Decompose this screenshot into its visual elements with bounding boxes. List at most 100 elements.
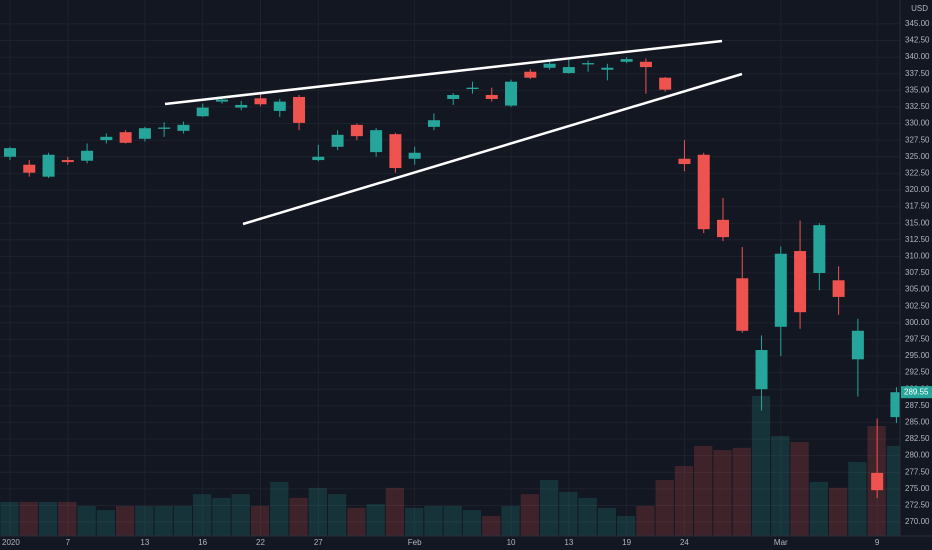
candle-body <box>524 71 537 78</box>
candle-body <box>755 350 768 390</box>
x-tick-label: 9 <box>875 538 880 547</box>
y-tick-label: 300.00 <box>905 318 930 327</box>
x-tick-label: 2020 <box>2 538 20 547</box>
volume-bar <box>347 507 366 536</box>
candles <box>4 57 903 499</box>
candle-body <box>620 59 633 62</box>
x-tick-label: 19 <box>622 538 631 547</box>
y-tick-label: 292.50 <box>905 368 930 377</box>
candle-body <box>774 253 787 327</box>
candle-body <box>350 124 363 137</box>
y-tick-label: 312.50 <box>905 235 930 244</box>
volume-bar <box>250 506 270 536</box>
volume-bar <box>501 506 520 536</box>
x-tick-label: Mar <box>774 538 788 547</box>
volume-bar <box>38 501 58 536</box>
y-tick-label: 317.50 <box>905 202 930 211</box>
candle-body <box>61 160 74 163</box>
candle-body <box>235 104 248 108</box>
volume-bar <box>443 506 462 536</box>
y-tick-label: 277.50 <box>905 467 930 476</box>
volume-bar <box>482 516 501 536</box>
x-tick-label: 24 <box>680 538 689 547</box>
volume-bar <box>154 506 173 536</box>
volume-bar <box>771 436 790 536</box>
candle-body <box>408 152 421 159</box>
y-tick-label: 340.00 <box>905 52 930 61</box>
candle-body <box>196 107 209 117</box>
y-tick-label: 272.50 <box>905 501 930 510</box>
candle-body <box>639 61 652 68</box>
candle-body <box>871 472 884 491</box>
volume-bar <box>366 504 385 536</box>
x-tick-label: 13 <box>140 538 149 547</box>
candle-body <box>716 219 729 238</box>
volume-bar <box>809 481 828 536</box>
candle-body <box>832 280 845 297</box>
volume-bar <box>77 506 96 536</box>
y-tick-label: 307.50 <box>905 268 930 277</box>
x-tick-label: 7 <box>66 538 71 547</box>
y-tick-label: 305.00 <box>905 285 930 294</box>
candle-body <box>138 128 151 139</box>
y-tick-label: 330.00 <box>905 119 930 128</box>
volume-bar <box>173 506 193 536</box>
y-tick-label: 325.00 <box>905 152 930 161</box>
volume-bar <box>289 497 308 536</box>
candle-body <box>697 154 710 230</box>
y-tick-label: 297.50 <box>905 335 930 344</box>
volume-bar <box>732 447 751 536</box>
volume-bar <box>58 501 77 536</box>
volume-bar <box>424 506 443 536</box>
volume-bar <box>193 494 212 536</box>
x-tick-label: 22 <box>256 538 265 547</box>
y-tick-label: 315.00 <box>905 218 930 227</box>
y-tick-label: 320.00 <box>905 185 930 194</box>
volume-bar <box>520 494 539 536</box>
candle-body <box>100 136 113 141</box>
volume-bar <box>135 506 154 536</box>
volume-bar <box>828 487 848 536</box>
candle-body <box>254 98 267 105</box>
candle-body <box>331 134 344 147</box>
y-tick-label: 310.00 <box>905 251 930 260</box>
candle-body <box>582 63 595 65</box>
trend-line-lower <box>242 72 743 226</box>
candle-body <box>851 330 864 360</box>
y-tick-label: 302.50 <box>905 301 930 310</box>
volume-bar <box>0 501 19 536</box>
y-tick-label: 332.50 <box>905 102 930 111</box>
candle-body <box>485 94 498 99</box>
y-tick-label: 345.00 <box>905 19 930 28</box>
y-tick-label: 327.50 <box>905 135 930 144</box>
volume-bar <box>231 494 250 536</box>
candle-body <box>81 150 94 161</box>
candle-body <box>119 132 132 143</box>
volume-bar <box>636 506 655 536</box>
volume-bar <box>327 494 347 536</box>
candle-body <box>466 87 479 90</box>
y-tick-label: 342.50 <box>905 36 930 45</box>
y-tick-label: 280.00 <box>905 451 930 460</box>
y-tick-label: 295.00 <box>905 351 930 360</box>
candle-body <box>158 127 171 129</box>
y-tick-label: 322.50 <box>905 168 930 177</box>
candle-body <box>370 130 383 153</box>
volume-bar <box>617 516 636 536</box>
x-tick-label: 27 <box>314 538 323 547</box>
volume-bar <box>462 510 482 536</box>
volume-bar <box>559 491 578 536</box>
volume-bar <box>655 480 674 536</box>
volume-bar <box>751 396 771 536</box>
volume-bar <box>713 450 732 536</box>
last-price-box <box>901 386 932 399</box>
volume-bar <box>848 461 867 536</box>
candle-body <box>273 101 286 111</box>
candle-body <box>42 154 55 177</box>
volume-bar <box>212 497 231 536</box>
candle-body <box>293 96 306 123</box>
volume-bar <box>694 446 713 536</box>
y-tick-label: 270.00 <box>905 517 930 526</box>
currency-label: USD <box>911 4 928 13</box>
